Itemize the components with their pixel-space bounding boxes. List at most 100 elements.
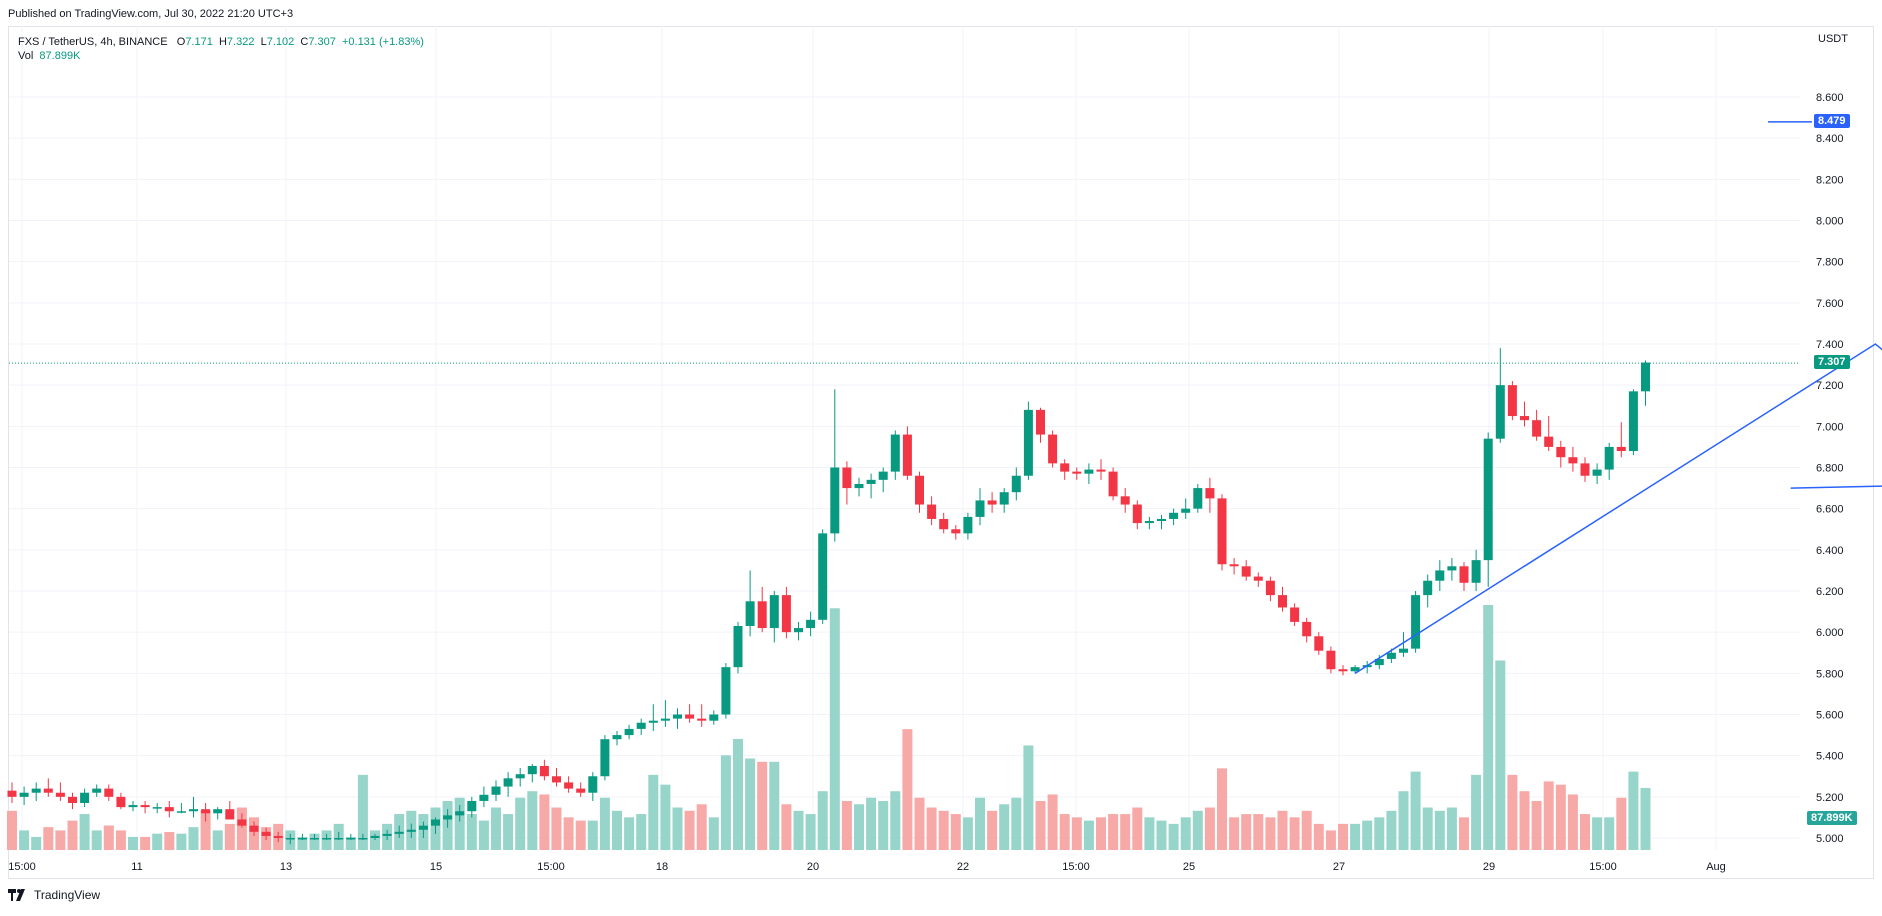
candle-body bbox=[189, 809, 198, 812]
low-label: L bbox=[260, 36, 267, 48]
volume-bar bbox=[67, 820, 78, 850]
volume-bar bbox=[115, 830, 126, 850]
candle-body bbox=[1386, 652, 1396, 659]
footer-brand[interactable]: TradingView bbox=[34, 888, 101, 902]
candle-body bbox=[394, 831, 404, 834]
candle-body bbox=[564, 782, 574, 789]
open-label: O bbox=[176, 36, 186, 48]
candle-body bbox=[370, 835, 380, 838]
volume-bar bbox=[914, 797, 925, 850]
candle-body bbox=[1314, 636, 1324, 651]
candle-body bbox=[7, 790, 17, 797]
candle-body bbox=[709, 714, 719, 721]
candle-body bbox=[1193, 488, 1203, 509]
volume-bar bbox=[1580, 814, 1590, 850]
candle-body bbox=[1217, 498, 1227, 565]
volume-bar bbox=[370, 830, 380, 850]
volume-bar bbox=[841, 801, 852, 850]
candle-body bbox=[1229, 564, 1239, 567]
y-tick-label: 8.200 bbox=[1816, 174, 1844, 186]
candle-body bbox=[745, 601, 755, 626]
y-tick-label: 5.400 bbox=[1816, 751, 1844, 763]
volume-bar bbox=[1495, 660, 1506, 850]
volume-bar bbox=[866, 797, 877, 850]
candle-body bbox=[1374, 658, 1384, 666]
volume-bar bbox=[1519, 791, 1530, 850]
candle-body bbox=[1544, 436, 1554, 447]
candle-body bbox=[43, 788, 53, 793]
candle-body bbox=[576, 788, 586, 793]
top-bar: Published on TradingView.com, Jul 30, 20… bbox=[0, 0, 1882, 26]
y-tick-label: 6.200 bbox=[1816, 586, 1844, 598]
candle-body bbox=[951, 529, 961, 534]
volume-label[interactable]: Vol bbox=[18, 50, 34, 62]
volume-bar bbox=[757, 761, 768, 850]
volume-bar bbox=[31, 836, 42, 850]
candle-body bbox=[213, 809, 223, 814]
candle-body bbox=[1265, 580, 1275, 596]
high-label: H bbox=[218, 36, 227, 48]
volume-bar bbox=[1277, 810, 1288, 850]
candle-body bbox=[1628, 391, 1638, 452]
candle-body bbox=[140, 805, 150, 808]
candle-body bbox=[818, 533, 828, 620]
candle-body bbox=[1060, 463, 1070, 472]
candle-body bbox=[285, 838, 295, 840]
volume-bar bbox=[962, 817, 973, 850]
volume-bar bbox=[176, 833, 187, 850]
volume-bar bbox=[345, 836, 356, 850]
candle-body bbox=[1132, 504, 1142, 524]
volume-bar bbox=[103, 825, 114, 850]
candle-body bbox=[1144, 521, 1154, 524]
tradingview-logo-icon[interactable] bbox=[8, 889, 28, 901]
candle-body bbox=[467, 800, 477, 812]
candle-body bbox=[491, 786, 501, 795]
candle-body bbox=[1592, 469, 1602, 476]
volume-bar bbox=[200, 810, 211, 850]
candle-body bbox=[1072, 471, 1082, 474]
volume-bar bbox=[515, 797, 526, 850]
candle-body bbox=[757, 601, 767, 629]
x-tick-label: 18 bbox=[656, 861, 668, 873]
pattern-zigzag-line bbox=[1354, 343, 1882, 674]
volume-bar bbox=[599, 797, 610, 850]
candle-body bbox=[721, 667, 731, 715]
volume-bar bbox=[1604, 817, 1615, 850]
candle-body bbox=[1641, 362, 1650, 392]
candle-body bbox=[854, 483, 864, 489]
candle-body bbox=[794, 628, 803, 633]
currency-label[interactable]: USDT bbox=[1818, 33, 1848, 45]
volume-bar bbox=[1471, 774, 1482, 850]
candle-body bbox=[769, 595, 779, 629]
candle-body bbox=[1399, 648, 1408, 653]
candle-body bbox=[55, 792, 65, 797]
y-tick-label: 8.400 bbox=[1816, 133, 1844, 145]
x-tick-label: 22 bbox=[957, 861, 969, 873]
volume-bar bbox=[781, 804, 792, 850]
candle-body bbox=[975, 500, 985, 517]
chart-frame[interactable] bbox=[8, 26, 1874, 879]
high-value: 7.322 bbox=[226, 36, 255, 48]
volume-bar bbox=[212, 830, 223, 850]
volume-bar bbox=[1410, 771, 1421, 850]
volume-bar bbox=[612, 810, 622, 850]
candle-body bbox=[431, 819, 440, 826]
candle-body bbox=[1036, 409, 1045, 435]
candle-body bbox=[406, 829, 416, 832]
volume-bar bbox=[1301, 810, 1312, 850]
footer: TradingView bbox=[8, 888, 100, 902]
symbol-name[interactable]: FXS / TetherUS, 4h, BINANCE bbox=[18, 36, 168, 48]
candle-body bbox=[201, 809, 211, 814]
volume-bar bbox=[1640, 787, 1651, 850]
volume-bar bbox=[1289, 817, 1300, 850]
candle-body bbox=[1447, 566, 1457, 571]
volume-bar bbox=[1204, 807, 1215, 850]
volume-bar bbox=[890, 791, 901, 850]
volume-bar bbox=[950, 814, 961, 850]
y-tick-label: 5.000 bbox=[1816, 833, 1844, 845]
candle-body bbox=[176, 811, 186, 813]
volume-bar bbox=[79, 814, 90, 850]
candle-body bbox=[697, 718, 707, 721]
y-tick-label: 7.800 bbox=[1816, 257, 1844, 269]
